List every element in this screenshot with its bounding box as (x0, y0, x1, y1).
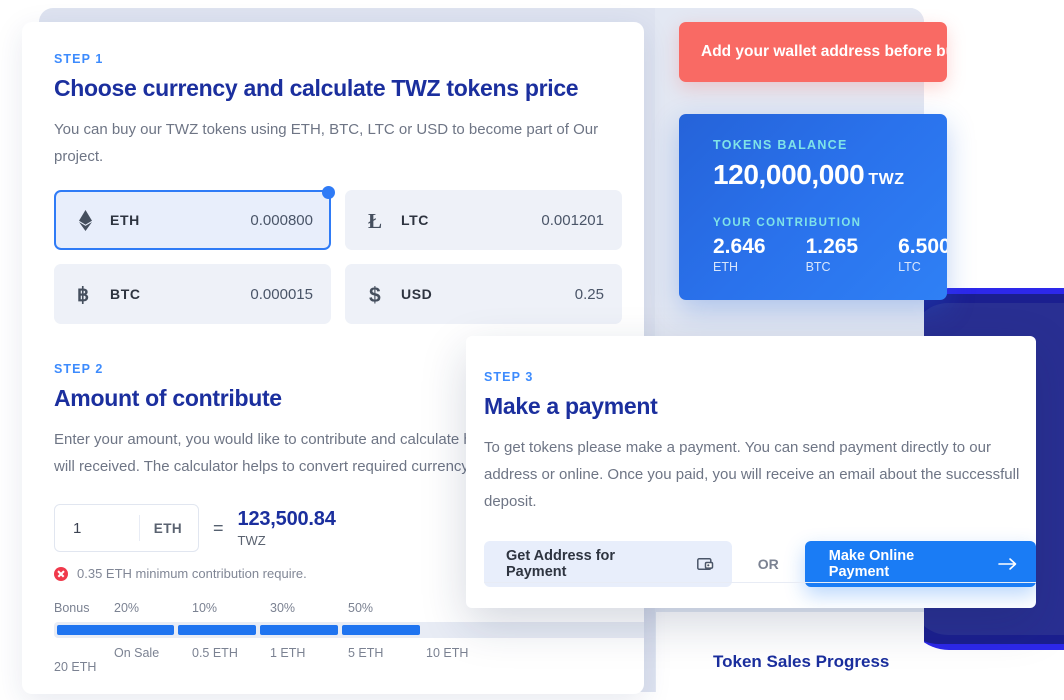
step1-tag: STEP 1 (54, 52, 104, 66)
error-text: 0.35 ETH minimum contribution require. (77, 566, 307, 581)
ethereum-icon (74, 209, 96, 231)
bonus-percent: 10% (192, 601, 218, 615)
currency-value: 0.000800 (250, 211, 313, 229)
step2-title: Amount of contribute (54, 385, 282, 411)
currency-grid: ETH 0.000800 Ł LTC 0.001201 ฿ BTC 0.0000… (54, 186, 622, 324)
amount-input[interactable]: 1 (73, 519, 82, 537)
bonus-percent-labels: Bonus 20% 10% 30% 50% (54, 601, 644, 615)
bonus-percent: 20% (114, 601, 140, 615)
wallet-address-alert[interactable]: Add your wallet address before buying (679, 22, 947, 82)
currency-card-eth[interactable]: ETH 0.000800 (54, 186, 335, 250)
alert-text: Add your wallet address before buying (701, 43, 947, 60)
currency-card-ltc[interactable]: Ł LTC 0.001201 (345, 190, 622, 250)
contribution-amount: 1.265 (805, 235, 859, 258)
bonus-amount: 20 ETH (54, 660, 97, 674)
make-online-payment-label: Make Online Payment (828, 548, 915, 580)
currency-name: BTC (110, 286, 141, 302)
bonus-amount: 5 ETH (348, 646, 384, 660)
contribution-list: 2.646 ETH 1.265 BTC 6.500 LTC (713, 235, 947, 274)
svg-text:$: $ (369, 284, 381, 305)
svg-text:Ł: Ł (368, 210, 382, 231)
bitcoin-icon: ฿ (74, 283, 96, 305)
bonus-amount: 1 ETH (270, 646, 306, 660)
currency-value: 0.000015 (250, 285, 313, 303)
tokens-balance-unit: TWZ (868, 171, 905, 188)
step3-description: To get tokens please make a payment. You… (484, 439, 1020, 510)
currency-name: USD (401, 286, 433, 302)
selected-dot-icon (322, 186, 335, 199)
bonus-slider-segment[interactable] (506, 625, 644, 635)
currency-card-usd[interactable]: $ USD 0.25 (345, 264, 622, 324)
step3-title: Make a payment (484, 393, 658, 419)
equals-sign: = (213, 517, 224, 538)
litecoin-icon: Ł (365, 210, 387, 231)
amount-input-currency: ETH (138, 515, 198, 541)
amount-input-wrapper[interactable]: 1 ETH (54, 504, 199, 552)
bonus-slider-segment[interactable] (57, 625, 174, 635)
bonus-slider-track[interactable] (54, 622, 644, 638)
contribution-amount: 2.646 (713, 235, 766, 258)
step2-tag: STEP 2 (54, 362, 104, 376)
currency-value: 0.001201 (541, 211, 604, 229)
bonus-label: Bonus (54, 601, 90, 615)
get-address-button[interactable]: Get Address for Payment (484, 541, 732, 587)
your-contribution-label: YOUR CONTRIBUTION (713, 217, 862, 229)
calculated-tokens: 123,500.84 (237, 508, 336, 530)
arrow-right-icon (998, 557, 1018, 571)
bonus-amount: 10 ETH (426, 646, 469, 660)
step3-tag: STEP 3 (484, 370, 534, 384)
make-online-payment-button[interactable]: Make Online Payment (804, 541, 1036, 587)
modal-divider (484, 582, 1036, 583)
wallet-icon (696, 557, 714, 572)
svg-text:฿: ฿ (77, 285, 89, 305)
get-address-label: Get Address for Payment (506, 548, 616, 580)
calculator-output: 123,500.84 TWZ (238, 508, 336, 548)
tokens-balance-card: TOKENS BALANCE 120,000,000 TWZ YOUR CONTR… (679, 114, 947, 300)
bonus-percent: 50% (348, 601, 374, 615)
dollar-icon: $ (365, 283, 387, 305)
contribution-currency: ETH (713, 260, 738, 275)
currency-name: ETH (110, 212, 140, 228)
step1-title: Choose currency and calculate TWZ tokens… (54, 75, 579, 101)
bonus-amount: 0.5 ETH (192, 646, 238, 660)
contribution-currency: LTC (898, 260, 921, 275)
currency-name: LTC (401, 212, 429, 228)
currency-card-btc[interactable]: ฿ BTC 0.000015 (54, 264, 331, 324)
contribution-currency: BTC (805, 260, 831, 275)
contribution-item: 1.265 BTC (806, 235, 859, 274)
bonus-slider-segment[interactable] (424, 625, 502, 635)
bonus-slider[interactable]: Bonus 20% 10% 30% 50% On Sale 0.5 ETH 1 … (54, 601, 644, 674)
tokens-balance-label: TOKENS BALANCE (713, 138, 848, 152)
calculated-tokens-unit: TWZ (237, 533, 266, 548)
bonus-slider-segment[interactable] (178, 625, 256, 635)
bonus-slider-segment[interactable] (260, 625, 338, 635)
contribution-item: 6.500 LTC (898, 235, 947, 274)
contribution-amount: 6.500 (898, 235, 947, 258)
token-sales-progress-panel (656, 612, 924, 700)
or-separator: OR (757, 556, 779, 572)
bonus-amount: On Sale (114, 646, 160, 660)
calculator-row: 1 ETH = 123,500.84 TWZ (54, 504, 612, 552)
minimum-contribution-error: 0.35 ETH minimum contribution require. (54, 566, 612, 581)
contribution-item: 2.646 ETH (713, 235, 766, 274)
token-sales-progress-title: Token Sales Progress (713, 652, 890, 671)
step3-modal: STEP 3 Make a payment To get tokens plea… (466, 336, 1036, 608)
error-icon (54, 566, 68, 581)
payment-actions: Get Address for Payment OR Make Online P… (484, 541, 1036, 587)
tokens-balance-number: 120,000,000 (713, 159, 865, 190)
bonus-percent: 30% (270, 601, 296, 615)
tokens-balance-value: 120,000,000 TWZ (713, 159, 947, 191)
currency-value: 0.25 (574, 285, 604, 303)
step1-description: You can buy our TWZ tokens using ETH, BT… (54, 121, 599, 165)
bonus-amount-labels: On Sale 0.5 ETH 1 ETH 5 ETH 10 ETH 20 ET… (54, 646, 644, 674)
bonus-slider-segment[interactable] (342, 625, 420, 635)
